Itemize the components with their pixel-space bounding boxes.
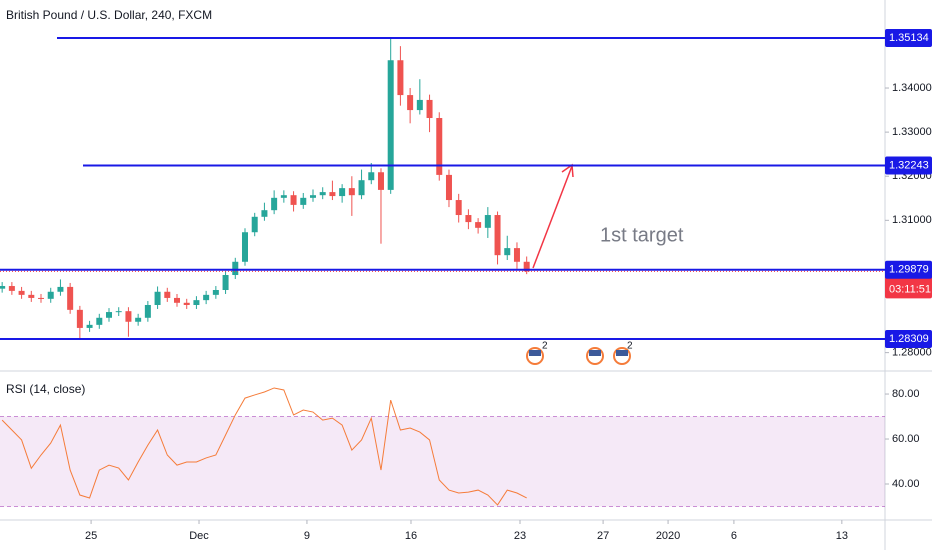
candle-body [76, 309, 83, 328]
candle-body [319, 192, 326, 196]
target-arrow [532, 163, 574, 269]
candle-body [368, 172, 375, 181]
candle-body [96, 317, 103, 325]
x-tick-label: 13 [836, 530, 848, 542]
candle-body [174, 297, 180, 303]
candle-body [377, 172, 384, 190]
y-tick-label: 1.33000 [892, 126, 932, 138]
candle-body [251, 216, 258, 233]
candle-body [290, 195, 297, 205]
candle-body [212, 290, 219, 295]
x-tick-label: Dec [189, 530, 209, 542]
event-label: 2 [542, 341, 548, 352]
candle-body [144, 304, 151, 318]
candle-body [115, 311, 122, 313]
y-tick-label: 60.00 [892, 433, 920, 445]
candle-body [455, 200, 462, 216]
level-label-box [885, 156, 932, 175]
candle-body [280, 195, 287, 198]
y-tick-label: 80.00 [892, 388, 920, 400]
candle-body [329, 192, 336, 197]
candle-body [475, 222, 482, 228]
candle-body [0, 286, 6, 289]
candle-body [203, 294, 210, 301]
candle-body [484, 215, 491, 228]
chart-title: British Pound / U.S. Dollar, 240, FXCM [6, 8, 212, 22]
candle-body [28, 294, 35, 298]
candle-body [135, 317, 142, 322]
candle-body [513, 248, 520, 262]
candle-body [309, 195, 316, 198]
candle-body [445, 174, 452, 201]
x-tick-label: 9 [304, 530, 310, 542]
candle-body [348, 188, 355, 196]
rsi-line [1, 387, 527, 506]
event-icons [526, 347, 631, 365]
candle-body [504, 248, 511, 256]
candle-body [154, 291, 161, 305]
event-label: 2 [627, 341, 633, 352]
candle-body [38, 297, 45, 299]
y-tick-label: 1.28000 [892, 347, 932, 359]
level-label: 1.35134 [889, 32, 929, 44]
candle-body [164, 291, 171, 298]
candle-body [232, 261, 239, 276]
rsi-band [0, 416, 885, 507]
candle-body [57, 286, 64, 292]
candle-body [494, 215, 501, 256]
x-tick-label: 25 [85, 530, 97, 542]
x-tick-label: 27 [597, 530, 609, 542]
countdown-label: 03:11:51 [889, 283, 931, 295]
y-tick-label: 1.31000 [892, 214, 932, 226]
x-tick-label: 16 [405, 530, 417, 542]
candle-body [241, 232, 248, 262]
candle-body [523, 261, 530, 272]
candle-body [436, 118, 443, 175]
rsi-title: RSI (14, close) [6, 382, 85, 396]
candle-body [18, 290, 25, 295]
level-label-box [885, 260, 932, 279]
level-label-box [885, 329, 932, 348]
candle-body [183, 302, 190, 305]
y-tick-label: 40.00 [892, 478, 920, 490]
x-tick-label: 2020 [656, 530, 680, 542]
level-label: 1.32243 [889, 159, 929, 171]
candle-body [397, 60, 404, 96]
candle-body [465, 215, 472, 223]
y-tick-label: 1.34000 [892, 82, 932, 94]
level-label: 1.28309 [889, 333, 929, 345]
candle-body [222, 275, 229, 291]
annotation: 1st target [600, 224, 684, 246]
candle-body [426, 99, 433, 119]
candle-body [125, 311, 132, 322]
candle-body [193, 300, 200, 305]
candle-body [261, 210, 268, 217]
candle-body [416, 99, 423, 111]
candle-body [106, 312, 113, 318]
candle-body [339, 188, 346, 197]
candle-body [271, 197, 278, 211]
candle-body [86, 324, 93, 328]
level-label: 1.29879 [889, 264, 929, 276]
x-tick-label: 23 [514, 530, 526, 542]
candle-body [358, 180, 365, 196]
candle-body [47, 291, 54, 299]
candle-body [407, 95, 414, 111]
candle-body [300, 197, 307, 205]
candle-body [387, 60, 394, 190]
x-tick-label: 6 [731, 530, 737, 542]
candle-body [67, 286, 74, 310]
level-label-box [885, 29, 932, 48]
candle-body [8, 286, 15, 291]
